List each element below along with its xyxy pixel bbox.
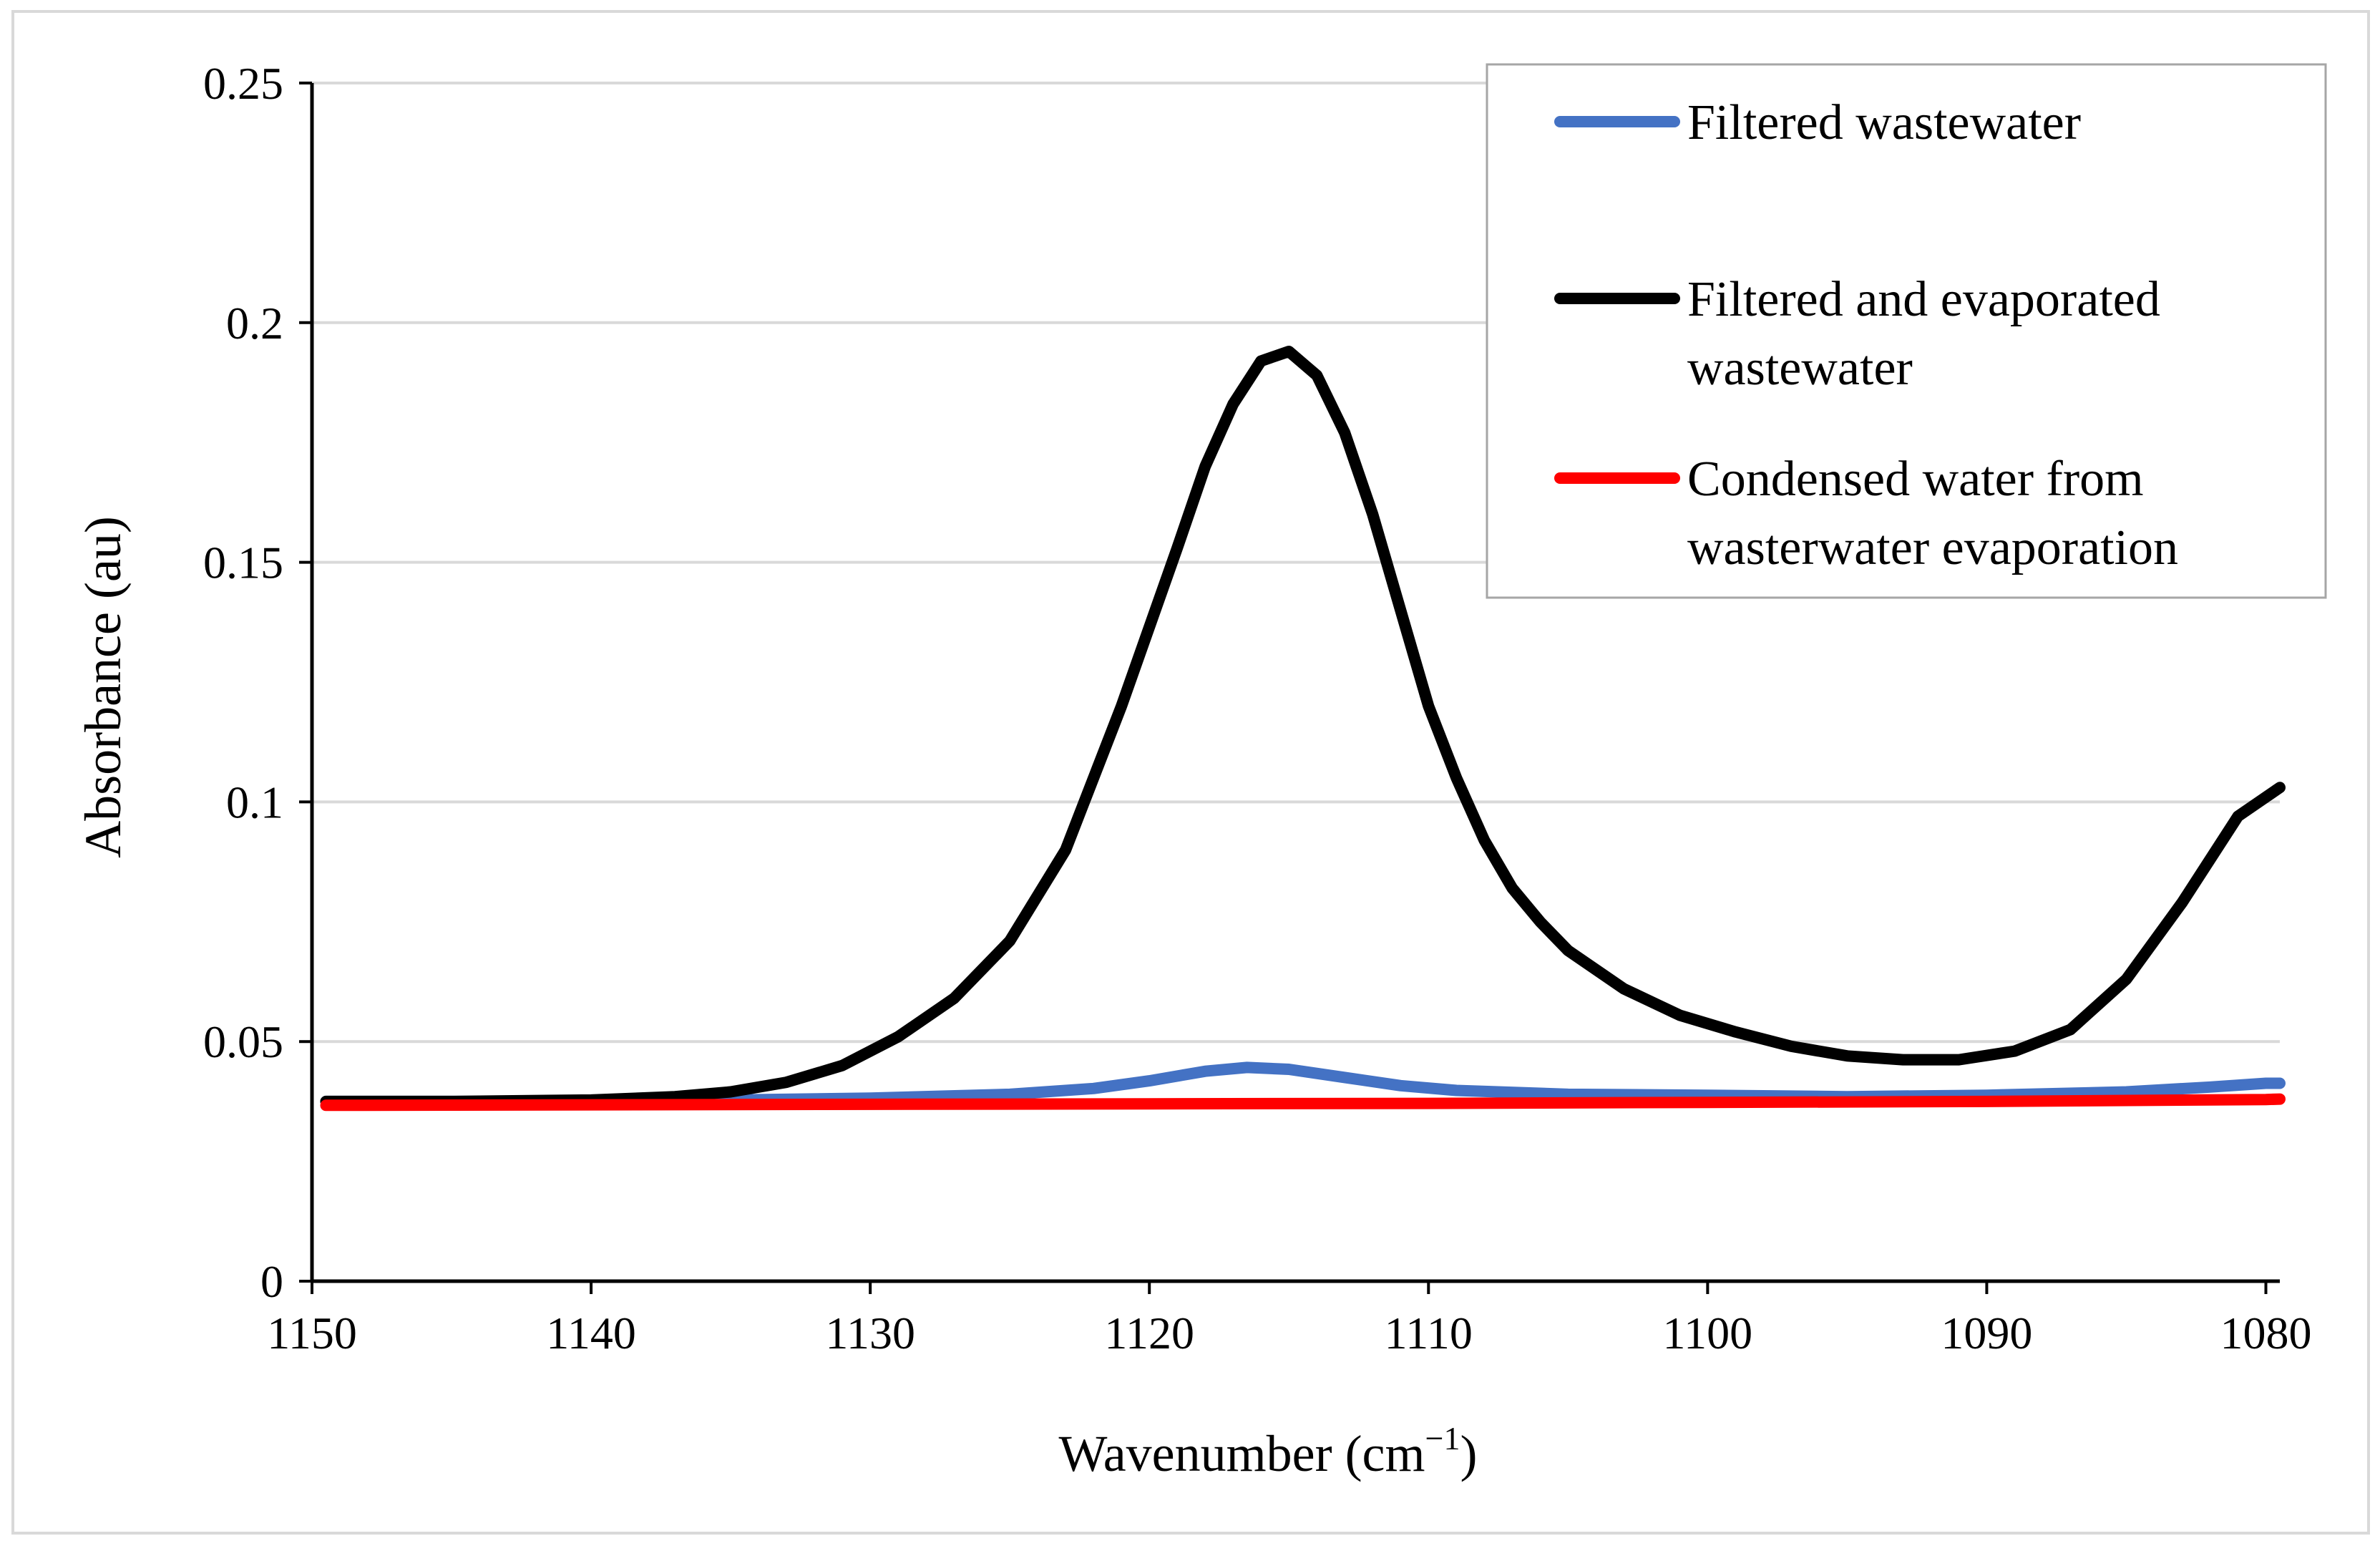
x-axis-title-main: Wavenumber (cm xyxy=(1059,1425,1425,1482)
legend-label-2: Filtered and evaporated xyxy=(1687,272,2160,327)
y-tick-label: 0 xyxy=(260,1256,283,1307)
series-line-3 xyxy=(320,1093,2286,1112)
series-line-2 xyxy=(320,346,2286,1107)
y-tick-label: 0.1 xyxy=(226,777,283,827)
legend-box xyxy=(1486,63,2327,599)
x-axis-title-close: ) xyxy=(1460,1425,1477,1482)
legend: Filtered wastewater Filtered and evaporat… xyxy=(1486,63,2327,599)
x-tick-label: 1100 xyxy=(1663,1308,1753,1358)
x-tick-label: 1120 xyxy=(1104,1308,1194,1358)
y-axis-title: Absorbance (au) xyxy=(74,516,132,858)
y-tick-label: 0.15 xyxy=(203,538,283,588)
x-tick-label: 1150 xyxy=(267,1308,357,1358)
legend-label-2: wastewater xyxy=(1687,341,1913,396)
x-tick-label: 1080 xyxy=(2220,1308,2311,1358)
legend-label-1: Filtered wastewater xyxy=(1687,95,2081,150)
plot-series xyxy=(320,346,2286,1112)
x-axis-title: Wavenumber (cm−1) xyxy=(1059,1420,1478,1482)
x-tick-label: 1110 xyxy=(1385,1308,1473,1358)
y-tick-label: 0.2 xyxy=(226,298,283,349)
y-tick-label: 0.05 xyxy=(203,1016,283,1067)
legend-label-3: wasterwater evaporation xyxy=(1687,520,2178,575)
x-axis-title-superscript: −1 xyxy=(1425,1420,1460,1457)
x-tick-label: 1130 xyxy=(825,1308,915,1358)
x-tick-label: 1090 xyxy=(1941,1308,2032,1358)
legend-label-3: Condensed water from xyxy=(1687,452,2144,507)
axes: 0 0.05 0.1 0.15 0.2 0.25 1150 1140 1130 1120 1110 1… xyxy=(203,58,2311,1358)
y-tick-label: 0.25 xyxy=(203,58,283,109)
x-tick-label: 1140 xyxy=(546,1308,636,1358)
